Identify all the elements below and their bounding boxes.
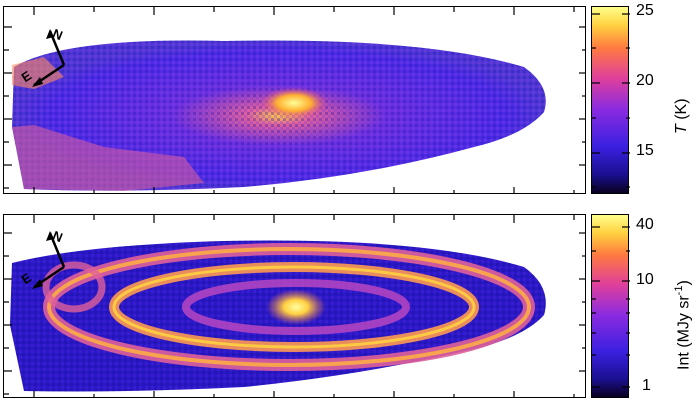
intensity-tick-10: 10 xyxy=(636,271,654,288)
intensity-axis-label: Int (MJy sr-1) xyxy=(673,280,693,370)
intensity-unit-close: ) xyxy=(675,280,693,286)
intensity-colorbar-ticks xyxy=(592,226,630,388)
intensity-map-image xyxy=(10,240,546,392)
intensity-unit-exponent: -1 xyxy=(673,285,685,296)
temperature-colorbar xyxy=(591,6,630,194)
intensity-colorbar xyxy=(591,214,630,398)
compass-icon xyxy=(32,231,66,289)
temperature-tick-25: 25 xyxy=(636,2,654,19)
temperature-unit: (K) xyxy=(673,98,690,120)
intensity-tick-40: 40 xyxy=(636,216,654,233)
temperature-colorbar-ticks xyxy=(592,13,630,188)
temperature-map-panel: N E xyxy=(3,6,586,194)
temperature-symbol: T xyxy=(673,124,690,134)
intensity-tick-1: 1 xyxy=(642,377,651,394)
intensity-unit: (MJy sr xyxy=(675,295,693,348)
bottom-axis-ticks xyxy=(4,215,585,397)
compass-icon xyxy=(32,29,66,87)
temperature-tick-15: 15 xyxy=(636,142,654,159)
intensity-symbol: Int xyxy=(675,352,693,370)
top-axis-ticks xyxy=(4,7,585,193)
temperature-axis-label: T (K) xyxy=(673,98,691,134)
temperature-tick-20: 20 xyxy=(636,72,654,89)
temperature-map-image xyxy=(12,40,546,191)
intensity-map-panel: N E xyxy=(3,214,586,398)
